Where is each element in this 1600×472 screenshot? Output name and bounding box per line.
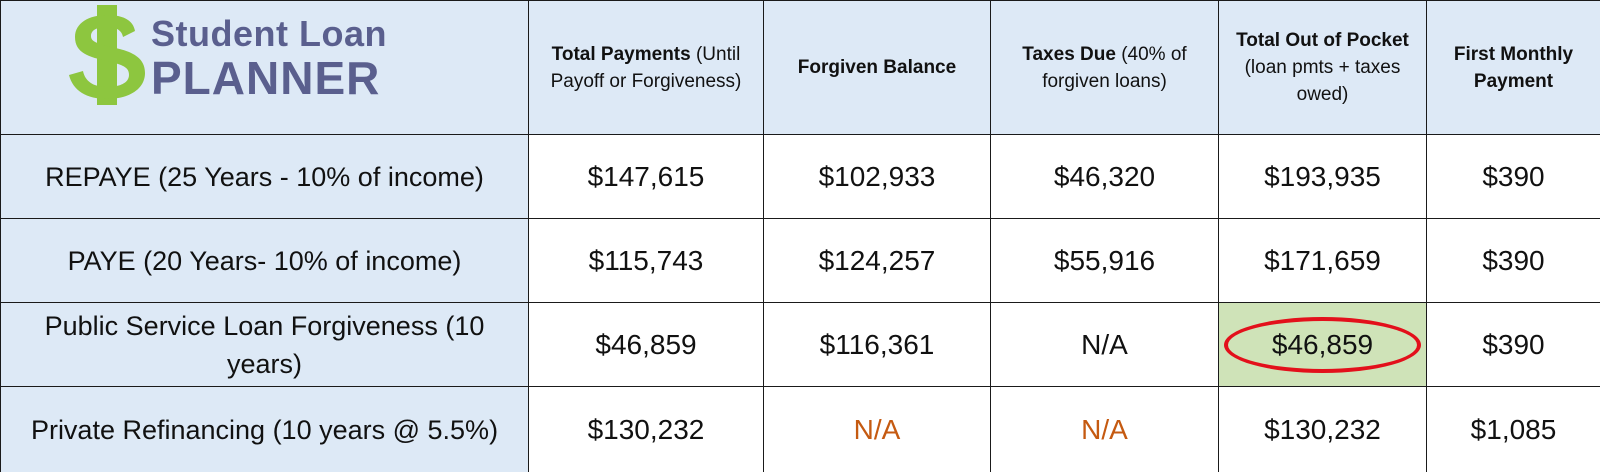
table-row-private-refinancing: Private Refinancing (10 years @ 5.5%) $1… — [0, 386, 1600, 472]
row-label: REPAYE (25 Years - 10% of income) — [0, 134, 529, 219]
header-total-out-of-pocket: Total Out of Pocket (loan pmts + taxes o… — [1218, 0, 1427, 135]
header-first-monthly-payment-bold: First Monthly Payment — [1453, 43, 1574, 92]
cell-total-out-of-pocket-highlighted: $46,859 — [1218, 302, 1427, 387]
row-label: Public Service Loan Forgiveness (10 year… — [0, 302, 529, 387]
header-total-payments-bold: Total Payments — [551, 43, 691, 65]
table-row-pslf: Public Service Loan Forgiveness (10 year… — [0, 302, 1600, 387]
cell-taxes-due: $46,320 — [990, 134, 1219, 219]
student-loan-planner-logo: Student Loan PLANNER — [67, 5, 427, 105]
row-label: PAYE (20 Years- 10% of income) — [0, 218, 529, 303]
cell-first-monthly-payment: $1,085 — [1426, 386, 1600, 472]
cell-taxes-due: N/A — [990, 386, 1219, 472]
cell-first-monthly-payment: $390 — [1426, 302, 1600, 387]
cell-total-out-of-pocket: $193,935 — [1218, 134, 1427, 219]
cell-total-out-of-pocket: $130,232 — [1218, 386, 1427, 472]
header-row: Student Loan PLANNER Total Payments (Unt… — [0, 0, 1600, 135]
dollar-sign-icon — [69, 5, 145, 105]
row-label: Private Refinancing (10 years @ 5.5%) — [0, 386, 529, 472]
cell-taxes-due: $55,916 — [990, 218, 1219, 303]
cell-forgiven-balance: N/A — [763, 386, 991, 472]
logo-cell: Student Loan PLANNER — [0, 0, 529, 135]
table-row-repaye: REPAYE (25 Years - 10% of income) $147,6… — [0, 134, 1600, 219]
cell-taxes-due: N/A — [990, 302, 1219, 387]
header-forgiven-balance-bold: Forgiven Balance — [797, 57, 957, 78]
header-total-payments: Total Payments (Until Payoff or Forgiven… — [528, 0, 764, 135]
cell-first-monthly-payment: $390 — [1426, 134, 1600, 219]
logo-text-line2: PLANNER — [151, 52, 381, 104]
header-total-out-of-pocket-rest: (loan pmts + taxes owed) — [1244, 57, 1401, 105]
cell-first-monthly-payment: $390 — [1426, 218, 1600, 303]
cell-total-payments: $130,232 — [528, 386, 764, 472]
cell-forgiven-balance: $102,933 — [763, 134, 991, 219]
cell-total-payments: $115,743 — [528, 218, 764, 303]
header-total-payments-rest: (Until Payoff or Forgiveness) — [550, 43, 742, 92]
cell-forgiven-balance: $124,257 — [763, 218, 991, 303]
header-taxes-due-bold: Taxes Due — [1022, 43, 1116, 65]
header-total-out-of-pocket-bold: Total Out of Pocket — [1236, 30, 1409, 51]
cell-total-payments: $46,859 — [528, 302, 764, 387]
table-row-paye: PAYE (20 Years- 10% of income) $115,743 … — [0, 218, 1600, 303]
logo-text-line1: Student Loan — [151, 13, 387, 54]
header-first-monthly-payment: First Monthly Payment — [1426, 0, 1600, 135]
header-taxes-due-rest: (40% of forgiven loans) — [1042, 43, 1187, 92]
cell-forgiven-balance: $116,361 — [763, 302, 991, 387]
cell-total-payments: $147,615 — [528, 134, 764, 219]
cell-total-out-of-pocket: $171,659 — [1218, 218, 1427, 303]
header-taxes-due: Taxes Due (40% of forgiven loans) — [990, 0, 1219, 135]
red-circle-annotation: $46,859 — [1223, 316, 1422, 373]
header-forgiven-balance: Forgiven Balance — [763, 0, 991, 135]
